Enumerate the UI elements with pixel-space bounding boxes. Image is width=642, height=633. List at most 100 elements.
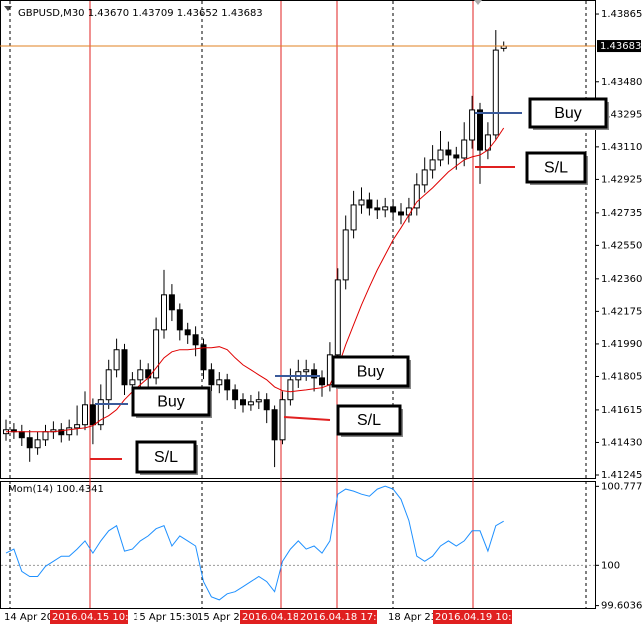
candle-body bbox=[342, 229, 349, 281]
shift-marker bbox=[474, 0, 482, 5]
annotation-box bbox=[525, 151, 587, 184]
candle-body bbox=[74, 424, 81, 429]
y-tick-label: 1.43865 bbox=[601, 9, 642, 20]
y-tick-label: 1.41245 bbox=[601, 470, 642, 481]
candle-body bbox=[34, 439, 41, 449]
candle-body bbox=[445, 149, 452, 156]
vline-label: 2016.04.15 10:00 bbox=[52, 612, 141, 623]
candle-body bbox=[145, 369, 152, 379]
annotation-box bbox=[131, 386, 211, 417]
candle-body bbox=[168, 294, 175, 311]
vline-label: 2016.04.18 17:00 bbox=[300, 612, 389, 623]
candle-body bbox=[121, 349, 128, 386]
candle-body bbox=[18, 431, 25, 439]
candle-body bbox=[153, 329, 160, 379]
candle-body bbox=[279, 399, 286, 441]
candle-body bbox=[287, 379, 294, 401]
candle-body bbox=[192, 334, 199, 346]
chart-title: GBPUSD,M30 1.43670 1.43709 1.43652 1.436… bbox=[18, 8, 263, 19]
y-tick-label: 1.43110 bbox=[601, 142, 642, 153]
candle-body bbox=[477, 109, 483, 151]
candle-body bbox=[421, 169, 428, 186]
vline-label: 2016.04.19 10:00 bbox=[435, 612, 524, 623]
candle-body bbox=[89, 404, 96, 426]
candle-body bbox=[453, 154, 460, 159]
momentum-line bbox=[5, 485, 504, 601]
sub-pane-border bbox=[0, 481, 596, 609]
frame bbox=[0, 0, 596, 609]
candle-body bbox=[255, 399, 262, 403]
trade-lines bbox=[90, 112, 522, 460]
y-tick-label: 100.7772 bbox=[601, 481, 642, 492]
candle-body bbox=[271, 409, 278, 441]
vline-label-box bbox=[298, 610, 377, 624]
candle-body bbox=[398, 211, 404, 216]
annotation-label: Buy bbox=[554, 105, 582, 122]
price-label: 1.43683 bbox=[600, 41, 641, 52]
menu-icon[interactable] bbox=[4, 6, 12, 11]
y-tick-label: 1.41990 bbox=[601, 339, 642, 350]
vline-label-box bbox=[50, 610, 128, 624]
candle-body bbox=[26, 437, 33, 449]
candle-body bbox=[492, 49, 499, 136]
candle-body bbox=[129, 379, 136, 386]
candle-body bbox=[184, 329, 191, 336]
candle-body bbox=[319, 377, 325, 386]
y-tick-label: 1.42735 bbox=[601, 208, 642, 219]
candle-body bbox=[350, 204, 357, 231]
candle-body bbox=[366, 199, 373, 209]
annotation-label: S/L bbox=[154, 449, 178, 466]
y-tick-label: 1.41430 bbox=[601, 437, 642, 448]
annotation-box bbox=[528, 97, 608, 129]
moving-average bbox=[6, 127, 505, 433]
candle-body bbox=[263, 399, 270, 411]
candle-body bbox=[58, 429, 65, 436]
annotation-label: S/L bbox=[544, 160, 568, 177]
annotation-box bbox=[336, 404, 402, 436]
candle-body bbox=[413, 184, 420, 209]
candle-body bbox=[200, 344, 207, 371]
x-tick-label: 18 Apr 23: bbox=[388, 612, 440, 623]
candle-body bbox=[382, 206, 389, 211]
price-label-box bbox=[597, 40, 641, 53]
vline-label-box bbox=[433, 610, 512, 624]
indicator-title: Mom(14) 100.4341 bbox=[8, 484, 104, 495]
candle-body bbox=[390, 206, 397, 213]
y-tick-label: 1.43295 bbox=[601, 109, 642, 120]
annotation-label: Buy bbox=[357, 364, 385, 381]
candle-body bbox=[161, 294, 167, 331]
candle-body bbox=[66, 427, 73, 436]
candle-body bbox=[208, 369, 215, 386]
sl-line bbox=[283, 416, 331, 421]
y-tick-label: 1.43480 bbox=[601, 77, 642, 88]
candle-body bbox=[461, 139, 468, 159]
y-tick-label: 1.42925 bbox=[601, 174, 642, 185]
annotation-label: Buy bbox=[157, 394, 185, 411]
candle-body bbox=[42, 431, 49, 441]
annotation-box bbox=[135, 440, 197, 474]
candle-body bbox=[216, 379, 223, 386]
candle-body bbox=[358, 199, 365, 206]
candle-body bbox=[311, 369, 318, 379]
y-tick-label: 1.42360 bbox=[601, 274, 642, 285]
candle-body bbox=[137, 369, 144, 381]
y-tick-label: 1.41805 bbox=[601, 371, 642, 382]
x-tick-label: 15 Apr 23: bbox=[197, 612, 249, 623]
main-pane-border bbox=[0, 0, 596, 479]
x-tick-label: 14 Apr 201 bbox=[4, 612, 59, 623]
candle-body bbox=[105, 369, 112, 401]
y-tick-label: 1.42550 bbox=[601, 240, 642, 251]
x-tick-label: 15 Apr 15:30 bbox=[133, 612, 198, 623]
candle-body bbox=[232, 389, 239, 401]
annotation-box bbox=[331, 355, 410, 388]
candle-body bbox=[176, 309, 183, 331]
candle-body bbox=[113, 349, 120, 371]
y-tick-label: 1.42175 bbox=[601, 306, 642, 317]
y-tick-label: 100 bbox=[601, 560, 620, 571]
candle-body bbox=[303, 369, 310, 373]
candle-body bbox=[240, 399, 246, 406]
candle-body bbox=[469, 109, 476, 141]
vline-label: 2016.04.18 10:00 bbox=[242, 612, 331, 623]
candle-body bbox=[374, 207, 381, 211]
